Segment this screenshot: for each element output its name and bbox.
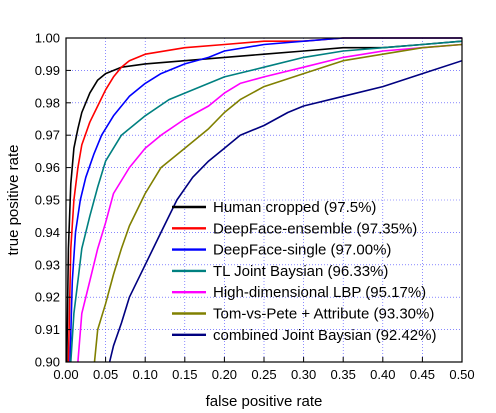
x-tick-label: 0.05 xyxy=(93,367,118,382)
series-line xyxy=(108,59,462,362)
x-tick-label: 0.00 xyxy=(53,367,78,382)
y-tick-label: 0.95 xyxy=(35,193,60,208)
series-line xyxy=(77,43,462,362)
x-tick-label: 0.45 xyxy=(410,367,435,382)
x-tick-label: 0.25 xyxy=(251,367,276,382)
y-tick-label: 0.97 xyxy=(35,128,60,143)
legend: Human cropped (97.5%) DeepFace-ensemble (… xyxy=(172,199,436,344)
axis-ticks: 0.00 0.05 0.10 0.15 0.20 0.25 0.30 0.35 0.40 0.45… xyxy=(35,31,475,383)
y-tick-label: 1.00 xyxy=(35,31,60,46)
y-tick-label: 0.98 xyxy=(35,95,60,110)
x-tick-label: 0.20 xyxy=(212,367,237,382)
legend-label: Human cropped (97.5%) xyxy=(213,199,376,216)
legend-label: Tom-vs-Pete + Attribute (93.30%) xyxy=(213,306,434,323)
x-tick-label: 0.15 xyxy=(172,367,197,382)
x-tick-label: 0.10 xyxy=(133,367,158,382)
y-axis-label: true positive rate xyxy=(5,145,22,256)
y-tick-label: 0.93 xyxy=(35,257,60,272)
legend-label: High-dimensional LBP (95.17%) xyxy=(213,284,426,301)
series-line xyxy=(70,40,462,362)
legend-label: combined Joint Baysian (92.42%) xyxy=(213,327,436,344)
legend-label: DeepFace-ensemble (97.35%) xyxy=(213,220,417,237)
legend-label: TL Joint Baysian (96.33%) xyxy=(213,263,388,280)
y-tick-label: 0.91 xyxy=(35,322,60,337)
y-tick-label: 0.92 xyxy=(35,290,60,305)
series-layer xyxy=(66,37,462,362)
grid xyxy=(66,38,462,362)
y-tick-label: 0.96 xyxy=(35,160,60,175)
series-line xyxy=(93,43,462,362)
x-tick-label: 0.50 xyxy=(449,367,474,382)
y-tick-label: 0.94 xyxy=(35,225,60,240)
y-tick-label: 0.90 xyxy=(35,355,60,370)
legend-label: DeepFace-single (97.00%) xyxy=(213,242,391,259)
x-tick-label: 0.35 xyxy=(331,367,356,382)
x-tick-label: 0.40 xyxy=(370,367,395,382)
y-tick-label: 0.99 xyxy=(35,63,60,78)
x-axis-label: false positive rate xyxy=(206,393,323,410)
x-tick-label: 0.30 xyxy=(291,367,316,382)
